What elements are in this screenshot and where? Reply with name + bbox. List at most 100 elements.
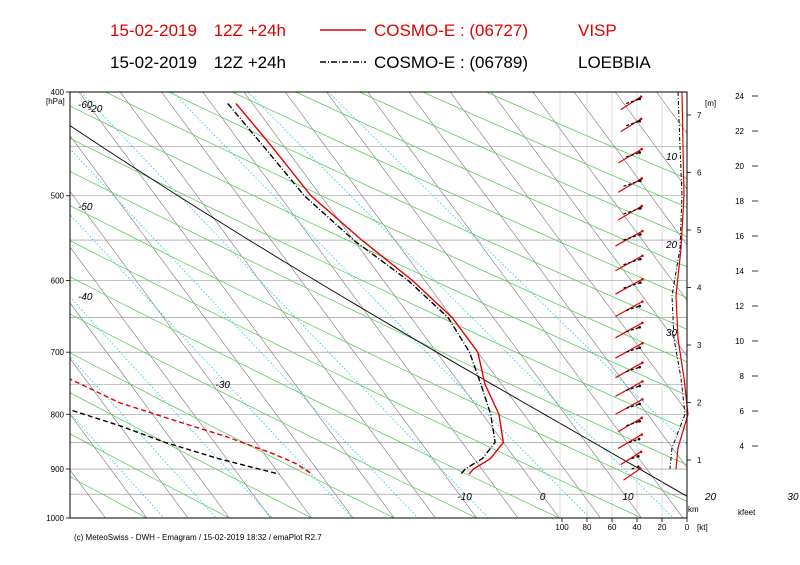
wind-arrow-head-visp xyxy=(639,467,642,470)
wind-arrow-visp xyxy=(620,451,642,466)
wind-arrow-head-loebbia xyxy=(638,419,641,423)
profile-loebbia-dewpoint xyxy=(70,409,280,475)
mixing-ratio-line xyxy=(247,92,674,518)
wind-arrow-head-loebbia xyxy=(637,437,641,441)
wind-arrow-visp xyxy=(617,205,643,221)
dry-adiabat-line xyxy=(422,92,687,208)
height-km-label: 4 xyxy=(697,284,702,293)
wind-arrow-loebbia xyxy=(626,403,640,409)
wind-arrow-head-visp xyxy=(641,277,644,281)
dry-adiabat-line xyxy=(70,137,687,430)
wind-arrow-head-loebbia xyxy=(638,304,641,308)
dry-adiabat-line xyxy=(70,392,312,518)
header-1-model: COSMO-E : (06727) xyxy=(374,21,528,40)
header-2-station: LOEBBIA xyxy=(578,53,651,72)
isotherm-line xyxy=(243,92,560,518)
height-kft-unit: kfeet xyxy=(738,508,756,517)
wind-arrow-loebbia xyxy=(626,120,640,127)
height-kft-label: 12 xyxy=(735,302,744,311)
wind-arrow-head-loebbia xyxy=(639,207,642,210)
axes: [hPa]40050060070080090010001234567[m]km4… xyxy=(46,88,758,532)
height-kft-label: 24 xyxy=(735,92,744,101)
isotherm-label: -60 xyxy=(78,100,93,111)
pressure-tick-label: 1000 xyxy=(46,514,64,523)
wind-speed-label: 40 xyxy=(633,523,642,532)
dry-adiabat-line xyxy=(70,433,230,518)
header-2-date: 15-02-2019 xyxy=(110,53,197,72)
height-kft-label: 16 xyxy=(735,232,744,241)
isotherm-line xyxy=(70,469,106,518)
diagram-background-lines xyxy=(0,92,800,518)
dry-adiabat-line xyxy=(168,92,687,330)
wind-arrow-head-visp xyxy=(640,416,644,420)
wind-arrow-visp xyxy=(620,118,642,133)
mixing-ratio-line xyxy=(70,296,273,518)
dry-adiabat-line xyxy=(295,92,687,268)
isotherm-label: -20 xyxy=(88,104,103,115)
dry-adiabat-line xyxy=(70,205,687,502)
wind-arrow-head-loebbia xyxy=(639,281,642,284)
plot-frame xyxy=(69,91,688,519)
wind-arrow-head-visp xyxy=(640,204,644,208)
wind-arrow-loebbia xyxy=(626,98,640,105)
wind-arrow-head-loebbia xyxy=(637,455,640,458)
isotherm-line xyxy=(70,246,271,518)
isotherm-line xyxy=(739,92,800,518)
height-km-label: 2 xyxy=(697,399,702,408)
height-km-label: 6 xyxy=(697,169,702,178)
wind-arrow-head-visp xyxy=(639,117,643,121)
wind-arrow-head-visp xyxy=(641,321,644,325)
wind-arrow-visp xyxy=(617,177,643,193)
wind-arrow-loebbia xyxy=(626,420,640,427)
sounding-profiles xyxy=(70,103,505,475)
wind-arrow-head-visp xyxy=(640,433,644,436)
isotherm-line xyxy=(70,302,230,518)
isotherm-line xyxy=(698,92,800,518)
wind-arrow-loebbia xyxy=(626,326,640,333)
wind-arrow-head-visp xyxy=(639,95,643,99)
dry-adiabat-line xyxy=(232,92,687,299)
wind-arrow-visp xyxy=(617,148,643,164)
dry-adiabat-line xyxy=(486,92,687,180)
footer-credit: (c) MeteoSwiss - DWH - Emagram / 15-02-2… xyxy=(74,533,322,542)
height-km-label: 7 xyxy=(697,111,702,120)
isotherm-line xyxy=(573,92,687,246)
wind-arrow-loebbia xyxy=(623,207,641,215)
height-kft-label: 8 xyxy=(740,372,745,381)
wind-arrow-head-visp xyxy=(641,229,644,233)
isotherm-line xyxy=(450,92,687,413)
isotherm-line xyxy=(491,92,687,357)
isotherm-label: 20 xyxy=(704,492,717,503)
isotherm-label: -30 xyxy=(216,380,231,391)
height-kft-label: 10 xyxy=(735,337,744,346)
isotherm-line xyxy=(408,92,687,469)
isotherm-line xyxy=(0,92,23,518)
dry-adiabat-line xyxy=(70,313,477,518)
wind-arrow-visp xyxy=(615,300,643,318)
pressure-tick-label: 500 xyxy=(51,192,65,201)
profile-visp-temperature xyxy=(235,103,505,475)
height-profile-visp xyxy=(675,91,689,470)
wind-arrow-head-loebbia xyxy=(638,365,641,369)
isotherm-label: 10 xyxy=(622,492,634,503)
isotherm-label: 30 xyxy=(787,492,799,503)
wind-arrow-visp xyxy=(615,322,643,339)
isotherm-line xyxy=(615,92,687,190)
wind-arrow-head-loebbia xyxy=(639,179,642,183)
height-kft-label: 22 xyxy=(735,127,744,136)
wind-profile-label: 20 xyxy=(665,240,678,251)
height-km-label: 1 xyxy=(697,456,702,465)
wind-arrow-head-visp xyxy=(641,380,644,383)
isotherm-line xyxy=(285,92,601,518)
header-line-1: 15-02-2019 12Z +24h xyxy=(110,21,286,40)
wind-arrow-visp xyxy=(615,362,643,379)
pressure-tick-label: 900 xyxy=(51,465,65,474)
isotherm-label: -10 xyxy=(457,492,472,503)
wind-arrow-head-loebbia xyxy=(638,119,641,123)
wind-arrow-head-loebbia xyxy=(639,233,642,236)
pressure-axis-unit: [hPa] xyxy=(46,97,65,106)
header-1-station: VISP xyxy=(578,21,617,40)
wind-arrow-loebbia xyxy=(623,233,641,241)
dry-adiabat-line xyxy=(70,170,687,466)
header-1-date: 15-02-2019 xyxy=(110,21,197,40)
